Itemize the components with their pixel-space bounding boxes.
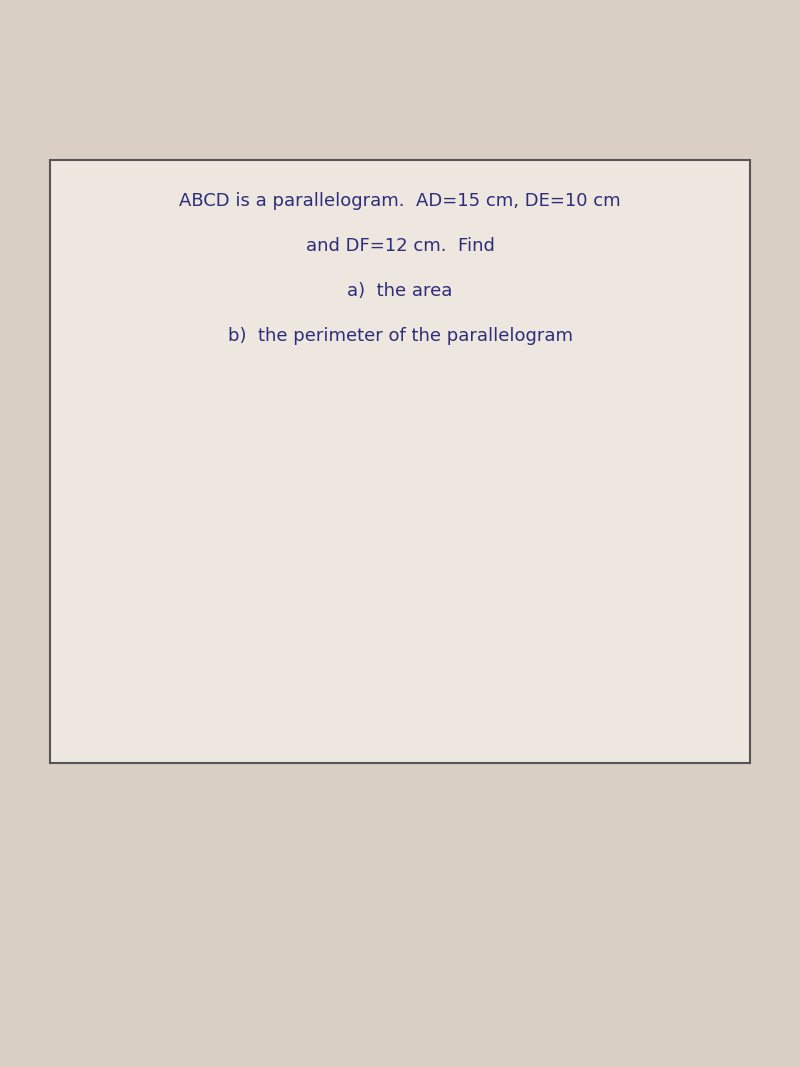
Text: 10 cm: 10 cm [277, 560, 324, 575]
Text: and DF=12 cm.  Find: and DF=12 cm. Find [306, 237, 494, 255]
Text: ABCD is a parallelogram.  AD=15 cm, DE=10 cm: ABCD is a parallelogram. AD=15 cm, DE=10… [179, 192, 621, 210]
Text: 12 cm: 12 cm [421, 500, 469, 515]
Text: E: E [256, 682, 267, 699]
Text: B: B [556, 682, 569, 699]
Text: ': ' [456, 440, 461, 458]
Text: b)  the perimeter of the parallelogram: b) the perimeter of the parallelogram [227, 327, 573, 345]
Text: a)  the area: a) the area [347, 282, 453, 300]
Text: C: C [665, 459, 678, 477]
Text: D: D [252, 440, 266, 458]
Text: A: A [155, 682, 167, 699]
Text: F: F [575, 559, 586, 577]
Text: 15 cm: 15 cm [142, 560, 190, 575]
